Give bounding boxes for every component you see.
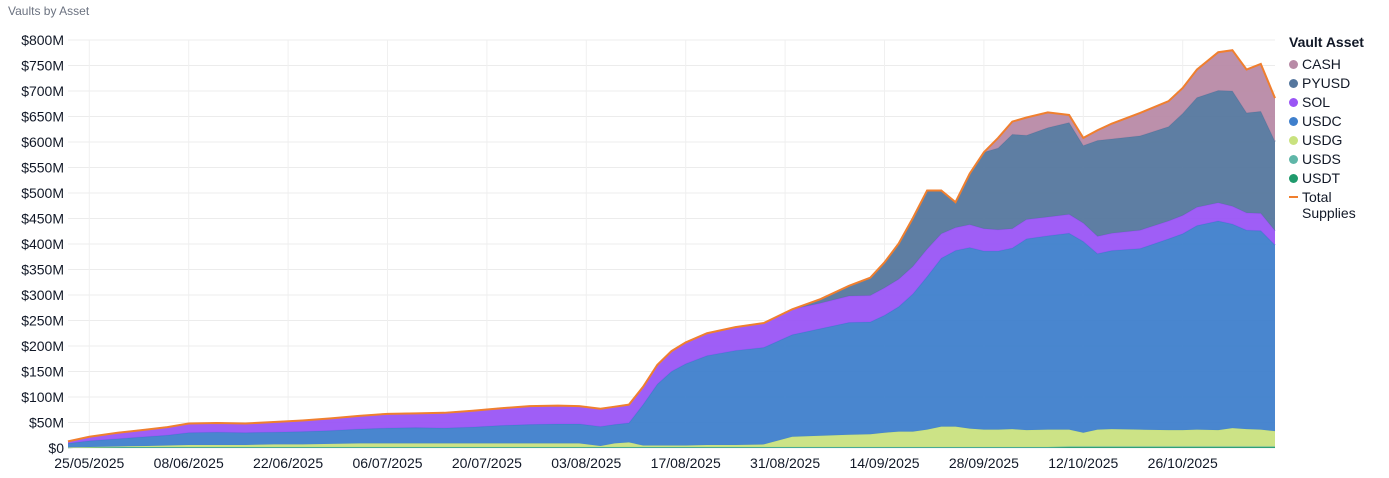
- legend-item-total-supplies[interactable]: Total Supplies: [1289, 189, 1385, 221]
- x-tick-label: 08/06/2025: [154, 455, 224, 471]
- chart-title: Vaults by Asset: [8, 4, 90, 18]
- y-tick-label: $550M: [21, 160, 64, 176]
- legend: Vault Asset CASH PYUSD SOL USDC USDG USDS USDT…: [1289, 34, 1385, 224]
- legend-item-cash[interactable]: CASH: [1289, 56, 1385, 72]
- legend-item-usds[interactable]: USDS: [1289, 151, 1385, 167]
- legend-label: USDG: [1302, 132, 1343, 148]
- legend-title: Vault Asset: [1289, 34, 1364, 50]
- legend-item-sol[interactable]: SOL: [1289, 94, 1385, 110]
- legend-item-usdt[interactable]: USDT: [1289, 170, 1385, 186]
- area-pyusd[interactable]: [68, 90, 1275, 442]
- legend-item-pyusd[interactable]: PYUSD: [1289, 75, 1385, 91]
- x-axis: 25/05/2025 08/06/2025 22/06/2025 06/07/2025…: [54, 455, 1218, 471]
- area-usdc[interactable]: [68, 221, 1275, 448]
- area-series: [67, 49, 1276, 449]
- y-tick-label: $150M: [21, 364, 64, 380]
- y-tick-label: $350M: [21, 262, 64, 278]
- y-tick-label: $600M: [21, 134, 64, 150]
- legend-label: USDC: [1302, 113, 1342, 129]
- legend-swatch: [1289, 60, 1298, 69]
- legend-swatch: [1289, 155, 1298, 164]
- total-supplies-line-path[interactable]: [67, 49, 1276, 443]
- y-tick-label: $500M: [21, 185, 64, 201]
- legend-label: USDS: [1302, 151, 1341, 167]
- x-tick-label: 06/07/2025: [352, 455, 422, 471]
- legend-item-usdg[interactable]: USDG: [1289, 132, 1385, 148]
- y-tick-label: $650M: [21, 109, 64, 125]
- y-tick-label: $0: [48, 440, 64, 456]
- x-tick-label: 22/06/2025: [253, 455, 323, 471]
- x-tick-label: 28/09/2025: [949, 455, 1019, 471]
- x-tick-label: 26/10/2025: [1148, 455, 1218, 471]
- x-tick-label: 31/08/2025: [750, 455, 820, 471]
- legend-label: SOL: [1302, 94, 1331, 110]
- legend-item-usdc[interactable]: USDC: [1289, 113, 1385, 129]
- y-tick-label: $450M: [21, 211, 64, 227]
- legend-label: USDT: [1302, 170, 1341, 186]
- area-usdg[interactable]: [68, 426, 1275, 448]
- y-tick-label: $250M: [21, 313, 64, 329]
- y-tick-label: $400M: [21, 236, 64, 252]
- x-tick-label: 12/10/2025: [1048, 455, 1118, 471]
- legend-label: Total Supplies: [1302, 189, 1356, 221]
- y-tick-label: $50M: [29, 415, 64, 431]
- area-sol[interactable]: [68, 202, 1275, 444]
- y-tick-label: $700M: [21, 83, 64, 99]
- y-axis: $0 $50M $100M $150M $200M $250M $300M $350M $400…: [21, 32, 64, 456]
- legend-swatch: [1289, 174, 1298, 183]
- y-tick-label: $750M: [21, 58, 64, 74]
- x-tick-label: 20/07/2025: [452, 455, 522, 471]
- legend-label: CASH: [1302, 56, 1341, 72]
- x-tick-label: 17/08/2025: [651, 455, 721, 471]
- legend-swatch: [1289, 117, 1298, 126]
- x-tick-label: 14/09/2025: [849, 455, 919, 471]
- x-tick-label: 03/08/2025: [551, 455, 621, 471]
- y-tick-label: $200M: [21, 338, 64, 354]
- legend-swatch: [1289, 98, 1298, 107]
- y-tick-label: $800M: [21, 32, 64, 48]
- x-tick-label: 25/05/2025: [54, 455, 124, 471]
- y-tick-label: $300M: [21, 287, 64, 303]
- legend-swatch: [1289, 136, 1298, 145]
- legend-label: PYUSD: [1302, 75, 1351, 91]
- legend-swatch: [1289, 196, 1298, 198]
- legend-swatch: [1289, 79, 1298, 88]
- y-tick-label: $100M: [21, 389, 64, 405]
- total-supplies-line: [67, 49, 1276, 443]
